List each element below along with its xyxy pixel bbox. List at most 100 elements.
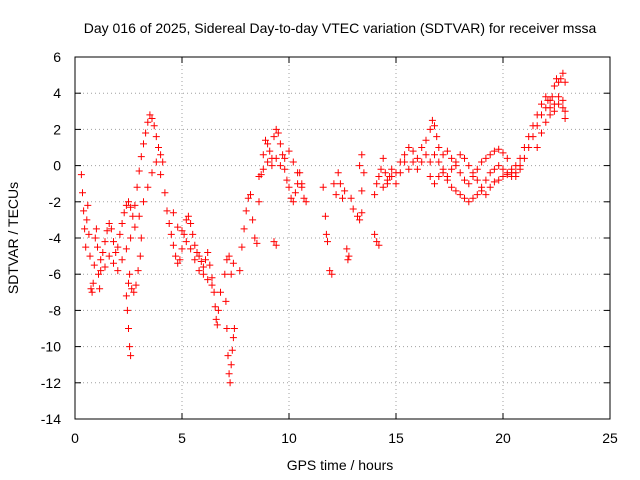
data-point [126, 343, 134, 351]
data-point [268, 162, 276, 170]
x-tick-label: 25 [602, 430, 618, 446]
data-point [465, 198, 473, 206]
data-point [178, 227, 186, 235]
data-point [133, 183, 141, 191]
data-point [157, 171, 165, 179]
data-point [89, 279, 97, 287]
data-point [272, 241, 280, 249]
data-point [123, 306, 131, 314]
data-point [538, 111, 545, 119]
data-point [405, 144, 413, 151]
data-point [294, 169, 302, 177]
data-point [373, 180, 381, 188]
data-point [144, 118, 152, 126]
data-point [377, 165, 385, 173]
data-point [561, 78, 569, 86]
data-point [478, 158, 486, 166]
data-point [262, 136, 269, 144]
data-point [92, 225, 100, 233]
data-point [555, 93, 563, 101]
data-point [94, 243, 101, 251]
data-point [512, 162, 520, 170]
data-point [276, 140, 284, 148]
data-point [461, 176, 468, 184]
data-point [546, 111, 554, 119]
data-point [478, 187, 486, 195]
data-point [105, 220, 113, 227]
data-point [118, 256, 126, 264]
data-point [559, 69, 567, 77]
grid [75, 57, 610, 419]
data-point [490, 147, 498, 155]
data-point [225, 370, 233, 378]
y-tick-label: 2 [53, 121, 61, 137]
data-point [163, 207, 171, 215]
data-point [426, 125, 434, 133]
data-point [112, 249, 120, 256]
data-point [381, 169, 389, 177]
data-point [428, 116, 436, 124]
data-point [264, 158, 272, 166]
data-point [298, 180, 306, 188]
data-point [195, 267, 203, 275]
data-point [272, 154, 280, 162]
data-point [110, 259, 117, 267]
data-point [322, 230, 330, 238]
data-point [319, 183, 327, 191]
data-point [542, 104, 550, 112]
data-point [217, 288, 224, 296]
data-point [490, 165, 498, 173]
data-point [375, 241, 383, 249]
data-point [134, 267, 142, 275]
data-point [187, 220, 195, 227]
data-point [86, 252, 94, 260]
data-point [184, 212, 192, 220]
data-point [224, 352, 232, 360]
y-tick-label: 6 [53, 49, 61, 65]
data-point [330, 180, 338, 188]
data-point [555, 78, 563, 86]
data-point [508, 169, 516, 177]
data-point [439, 151, 447, 159]
data-point [182, 216, 190, 224]
data-point [503, 171, 511, 179]
data-point [520, 154, 528, 162]
data-point [227, 361, 235, 369]
x-axis-label: GPS time / hours [287, 457, 394, 473]
data-point [490, 178, 498, 186]
data-point [191, 256, 199, 264]
data-point [169, 209, 177, 217]
data-point [223, 325, 231, 332]
data-point [413, 154, 421, 162]
data-point [482, 191, 490, 199]
y-tick-label: 4 [53, 85, 61, 101]
data-point [473, 176, 481, 184]
data-point [542, 118, 550, 126]
data-point [281, 154, 289, 162]
data-point [178, 245, 186, 253]
data-point [422, 151, 430, 159]
data-point [79, 189, 86, 197]
data-point [137, 153, 145, 161]
data-point [383, 176, 391, 184]
data-point [469, 194, 477, 202]
data-point [443, 147, 451, 155]
data-point [129, 212, 137, 220]
data-point [130, 288, 138, 296]
data-point [212, 315, 220, 323]
data-point [418, 158, 426, 166]
data-point [247, 191, 254, 199]
data-point [225, 252, 233, 260]
data-point [495, 176, 503, 184]
data-point [550, 82, 558, 90]
data-point [107, 225, 115, 233]
data-point [375, 173, 383, 180]
data-point [152, 158, 160, 166]
data-point [85, 230, 93, 238]
data-point [238, 243, 246, 251]
data-point [482, 176, 490, 184]
data-point [272, 125, 280, 133]
data-point [122, 245, 130, 253]
data-point [180, 230, 188, 238]
data-point [396, 169, 404, 177]
